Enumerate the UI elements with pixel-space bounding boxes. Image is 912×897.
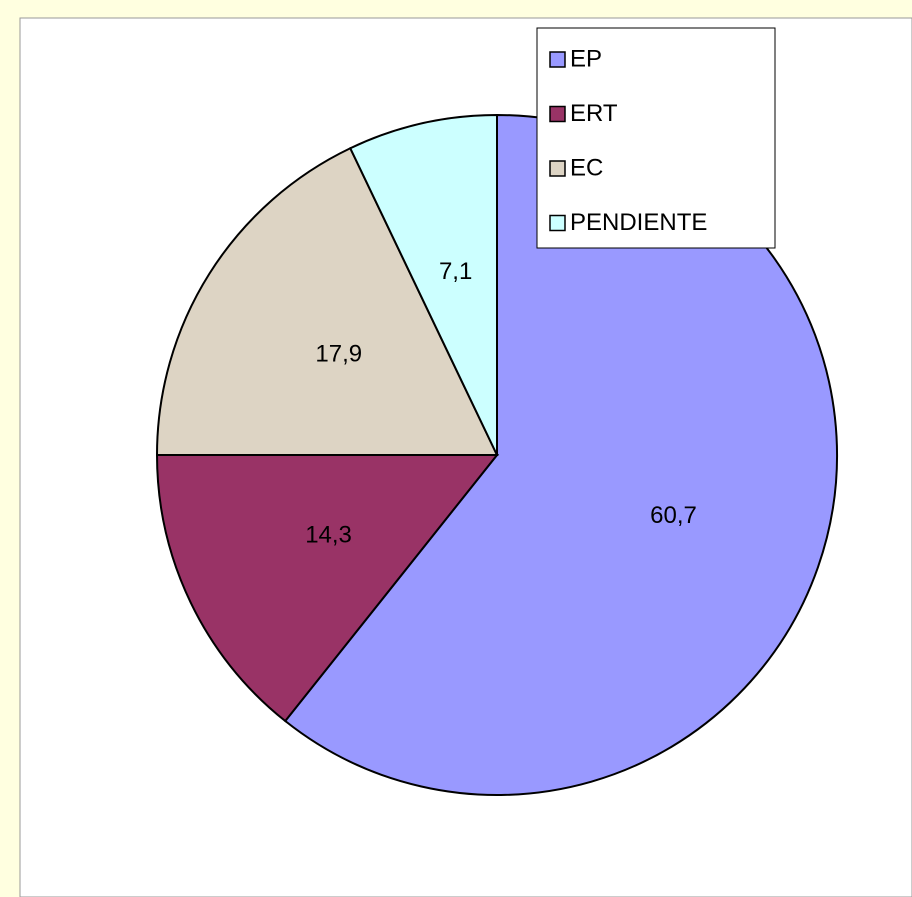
legend-swatch (549, 214, 566, 232)
legend-box (536, 27, 776, 249)
legend-label: EP (570, 45, 602, 72)
legend-swatch (549, 51, 566, 68)
legend-label: EC (570, 154, 603, 181)
data-label: 17,9 (315, 341, 362, 368)
data-label: 7,1 (439, 258, 472, 285)
data-label: 14,3 (305, 522, 352, 549)
legend-swatch (549, 105, 566, 123)
legend-swatch (549, 160, 566, 177)
legend-label: PENDIENTE (570, 209, 707, 236)
legend: EP ERT EC PENDIENTE (536, 27, 776, 249)
pie: 60,7 14,3 17,9 7,1 (155, 113, 838, 796)
pie-slice (155, 146, 499, 456)
legend-label: ERT (570, 100, 618, 127)
data-label: 60,7 (650, 502, 697, 529)
pie-slice (155, 454, 500, 723)
pie-slice (348, 113, 498, 456)
